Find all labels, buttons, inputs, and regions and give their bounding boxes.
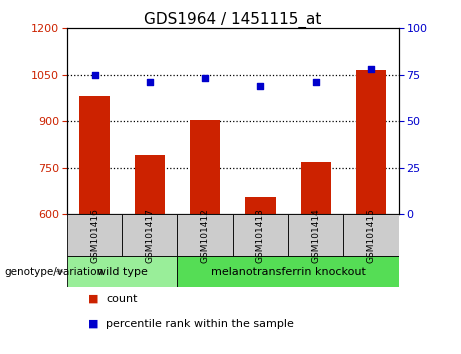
Bar bbox=[79, 96, 110, 214]
Text: GSM101412: GSM101412 bbox=[201, 208, 210, 263]
Point bbox=[91, 72, 98, 78]
Text: GSM101416: GSM101416 bbox=[90, 208, 99, 263]
Point bbox=[367, 66, 375, 72]
Bar bbox=[233, 214, 288, 256]
Text: percentile rank within the sample: percentile rank within the sample bbox=[106, 319, 294, 329]
Bar bbox=[122, 214, 177, 256]
Point bbox=[312, 79, 319, 85]
Text: genotype/variation: genotype/variation bbox=[5, 267, 104, 276]
Text: ■: ■ bbox=[88, 319, 98, 329]
Bar bbox=[177, 256, 399, 287]
Bar bbox=[301, 161, 331, 214]
Text: GSM101417: GSM101417 bbox=[145, 208, 154, 263]
Bar bbox=[135, 155, 165, 214]
Text: wild type: wild type bbox=[97, 267, 148, 276]
Text: melanotransferrin knockout: melanotransferrin knockout bbox=[211, 267, 366, 276]
Text: count: count bbox=[106, 294, 137, 304]
Bar bbox=[67, 214, 122, 256]
Bar bbox=[177, 214, 233, 256]
Point bbox=[146, 79, 154, 85]
Text: ■: ■ bbox=[88, 294, 98, 304]
Point bbox=[257, 83, 264, 89]
Bar bbox=[67, 256, 177, 287]
Bar bbox=[343, 214, 399, 256]
Bar bbox=[356, 70, 386, 214]
Text: GSM101414: GSM101414 bbox=[311, 208, 320, 263]
Text: GSM101413: GSM101413 bbox=[256, 208, 265, 263]
Bar bbox=[288, 214, 343, 256]
Bar bbox=[190, 120, 220, 214]
Title: GDS1964 / 1451115_at: GDS1964 / 1451115_at bbox=[144, 12, 321, 28]
Bar bbox=[245, 197, 276, 214]
Text: GSM101415: GSM101415 bbox=[366, 208, 376, 263]
Point bbox=[201, 76, 209, 81]
